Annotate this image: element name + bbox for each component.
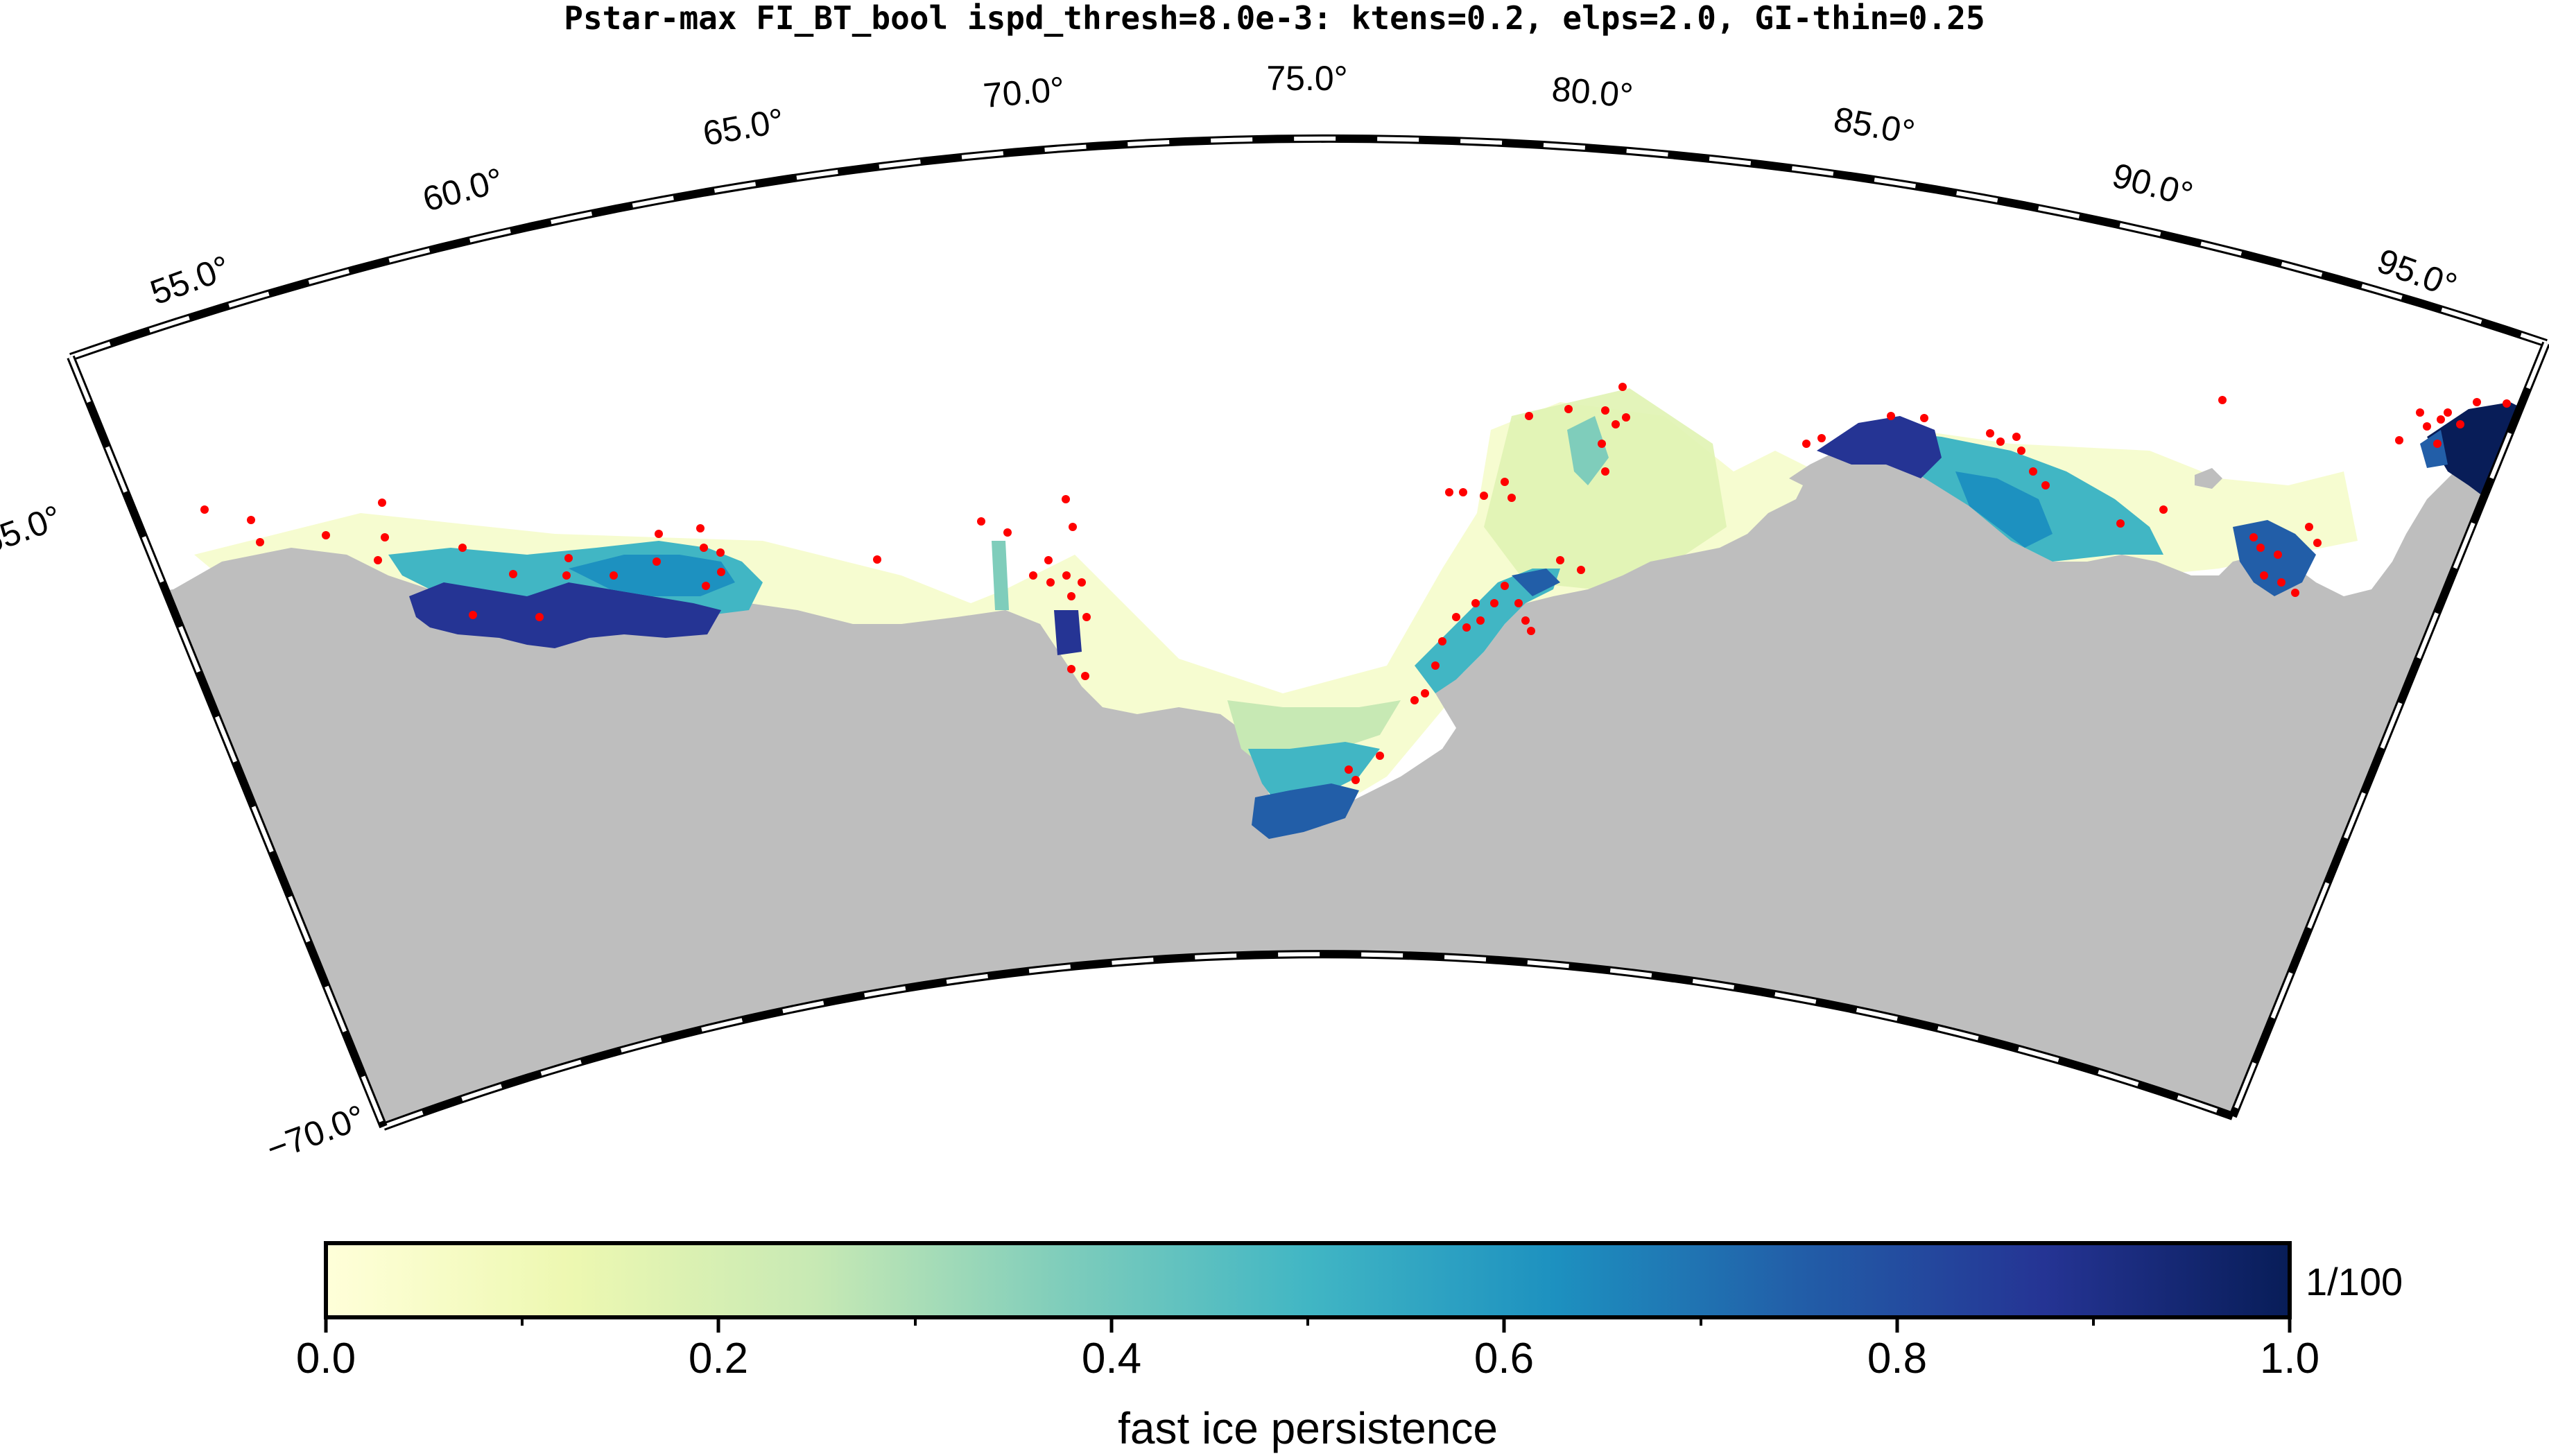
fast-ice-davis-dark — [1512, 569, 1560, 596]
colorbar-tick-5: 1.0 — [2260, 1335, 2319, 1383]
colorbar-minor-ticks — [521, 1317, 2095, 1326]
fast-ice-west-dark — [409, 582, 721, 648]
lon-label-70: 70.0° — [982, 69, 1066, 115]
colorbar-label: fast ice persistence — [1118, 1403, 1498, 1453]
fast-ice-east-mid — [1955, 471, 2053, 548]
lon-label-75: 75.0° — [1266, 59, 1347, 98]
frame-right-edge-ticks — [2231, 342, 2548, 1118]
fast-ice-gradient-ross-wedge — [1484, 388, 1727, 589]
colorbar-major-ticks — [324, 1317, 2292, 1333]
frame-bottom-arc-ticks — [382, 952, 2234, 1129]
grounded-iceberg-points — [200, 383, 2511, 784]
lon-label-80: 80.0° — [1550, 69, 1635, 115]
fast-ice-wedge-streak — [1567, 416, 1609, 485]
colorbar-tick-0: 0.0 — [296, 1335, 356, 1383]
colorbar-bar — [324, 1241, 2292, 1319]
frame-top-arc-ticks — [70, 136, 2547, 359]
colorbar-tick-3: 0.6 — [1474, 1335, 1534, 1383]
fast-ice-amery-strip — [992, 541, 1009, 610]
lon-label-55: 55.0° — [145, 248, 234, 313]
lon-label-90: 90.0° — [2108, 155, 2197, 214]
colorbar-tick-4: 0.8 — [1867, 1335, 1927, 1383]
map-title: Pstar-max FI_BT_bool ispd_thresh=8.0e-3:… — [564, 0, 1985, 37]
lat-label-70: −70.0° — [261, 1098, 370, 1169]
colorbar-unit: 1/100 — [2306, 1260, 2403, 1303]
colorbar-tick-2: 0.4 — [1082, 1335, 1141, 1383]
fast-ice-far-east-mid — [2420, 430, 2448, 468]
frame-left-edge-ticks — [69, 356, 386, 1128]
fast-ice-east-dark — [1817, 416, 1942, 478]
colorbar-tick-1: 0.2 — [689, 1335, 748, 1383]
fast-ice-west-mid — [569, 555, 735, 596]
lon-label-65: 65.0° — [700, 101, 786, 153]
land-small-island — [2195, 468, 2222, 489]
lat-label-65: −65.0° — [0, 498, 67, 569]
fast-ice-amery-dark — [1054, 610, 1082, 655]
lon-label-60: 60.0° — [419, 160, 508, 218]
fast-ice-davis-strip — [1415, 569, 1560, 693]
lon-label-85: 85.0° — [1831, 99, 1917, 152]
fast-ice-prydz-dark — [1252, 783, 1359, 839]
